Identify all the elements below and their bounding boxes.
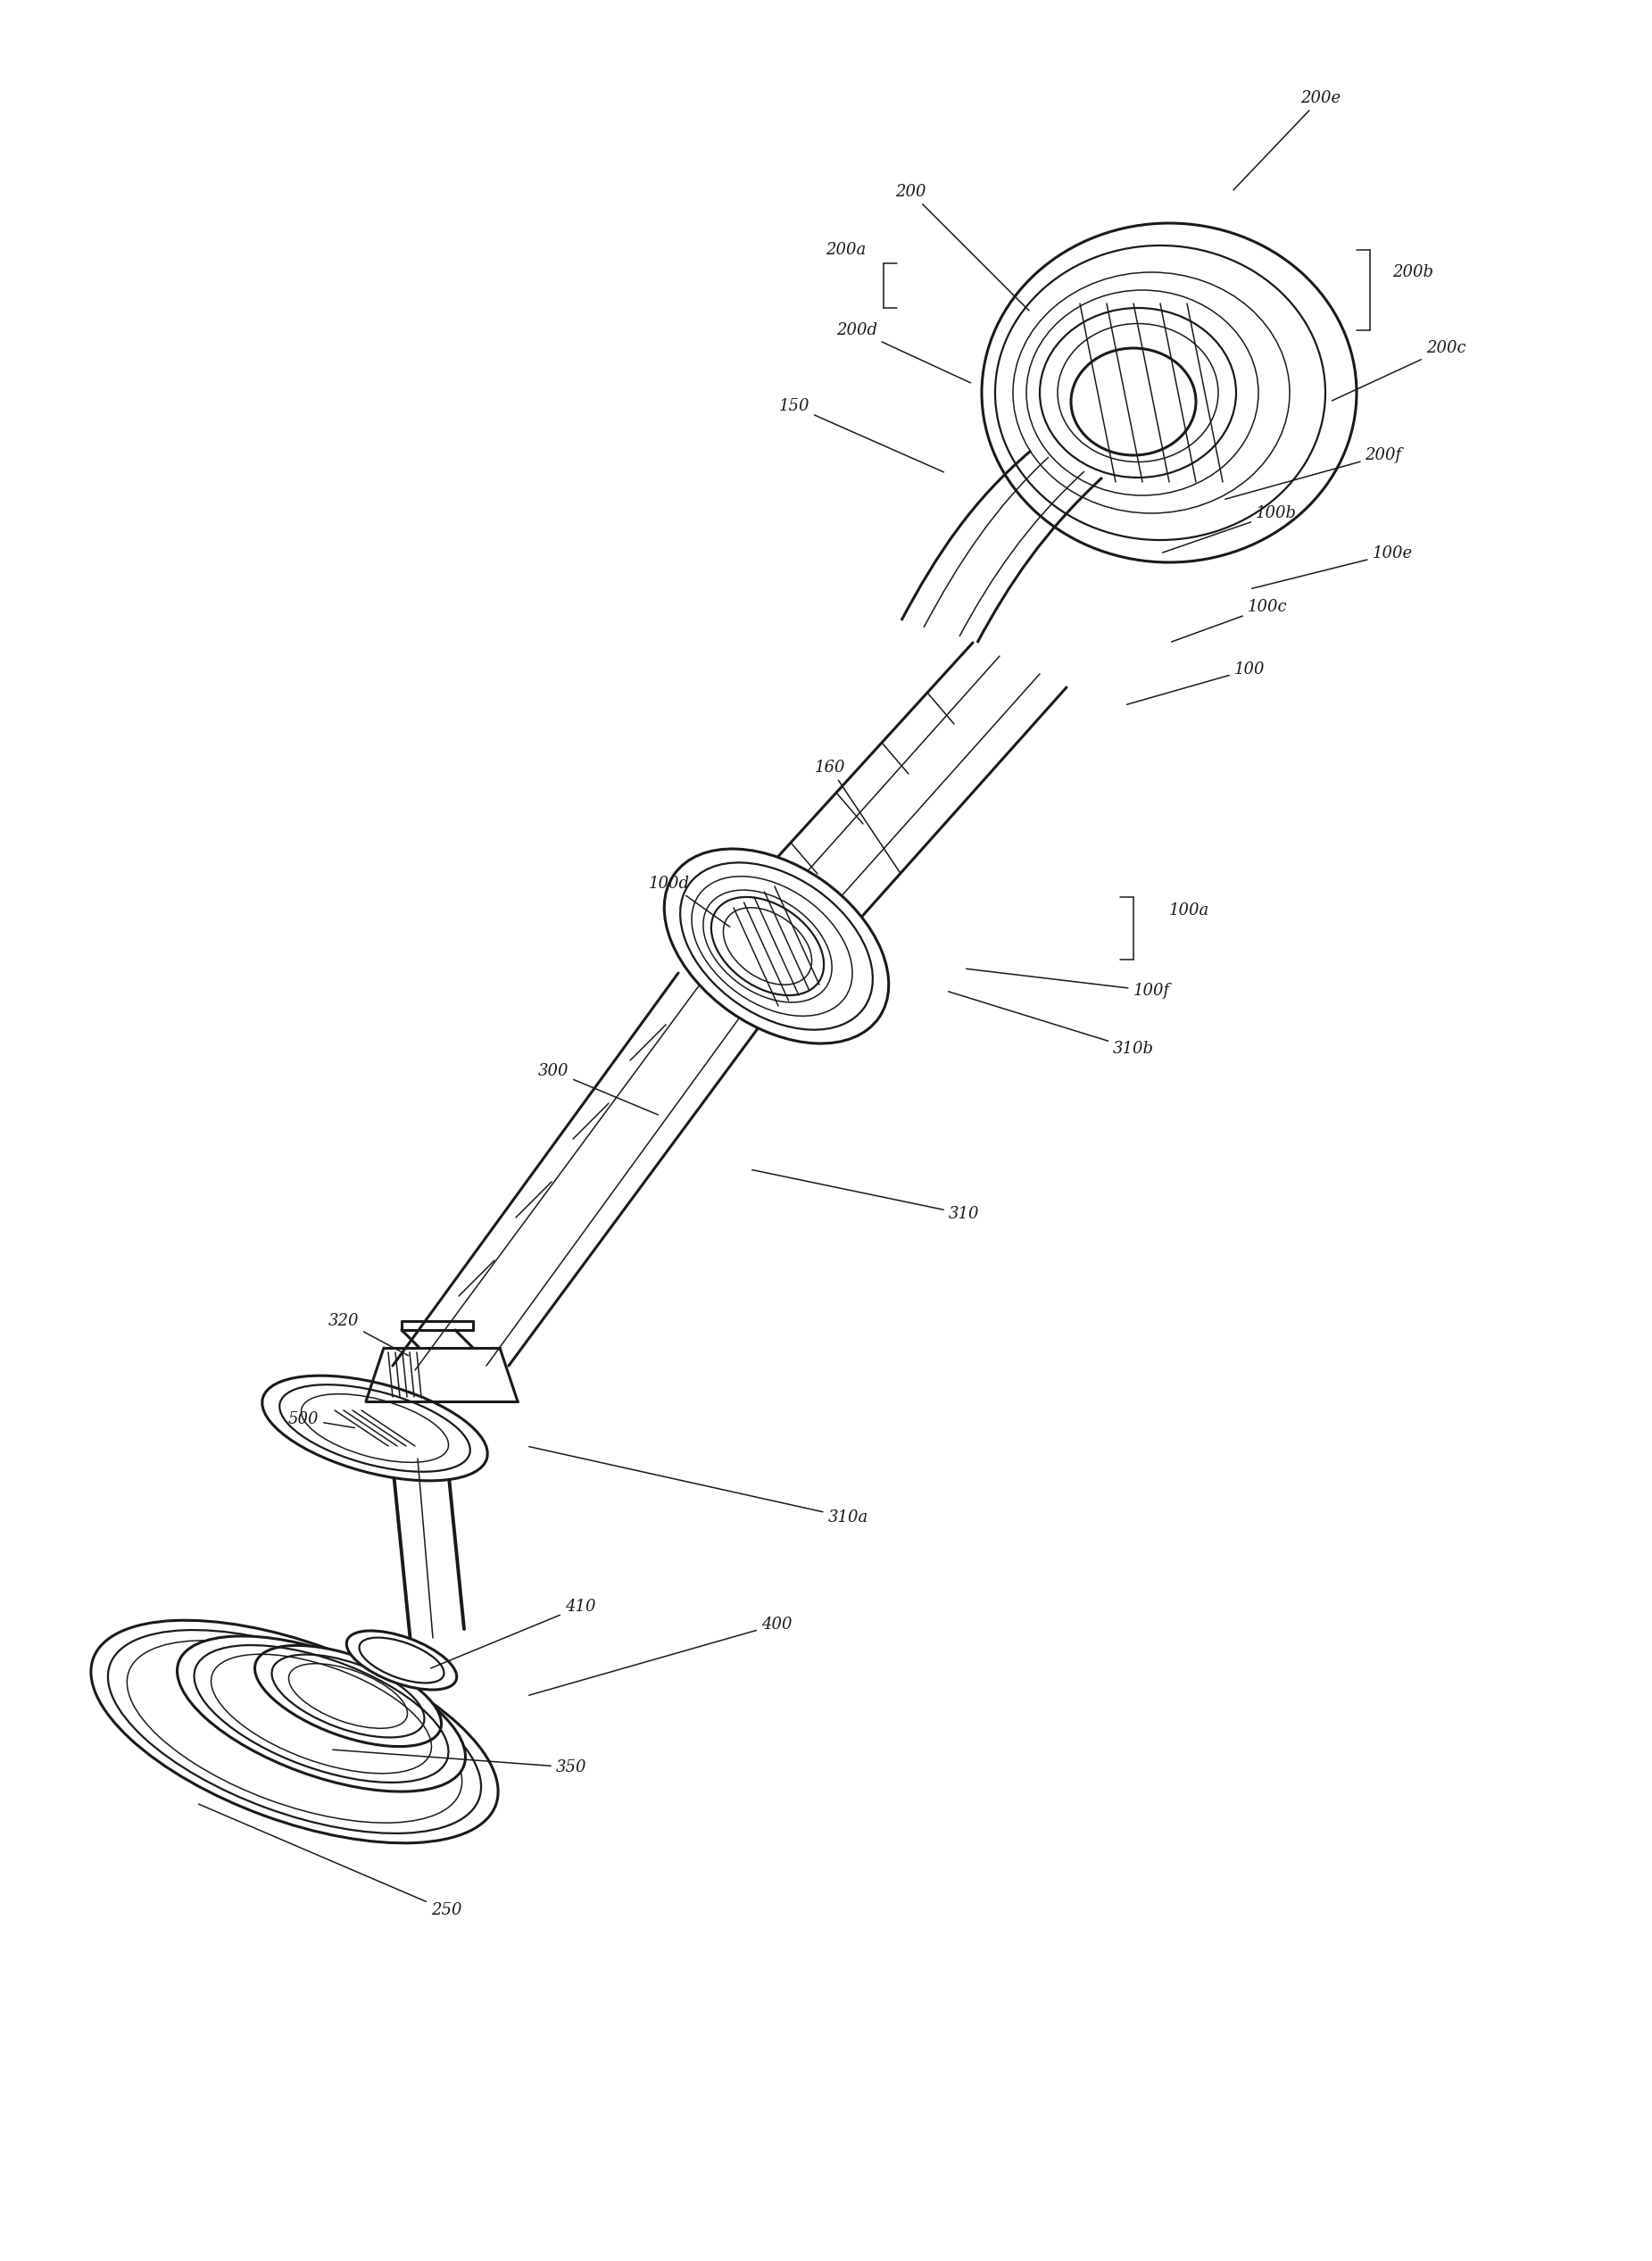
Ellipse shape bbox=[263, 1375, 487, 1481]
Ellipse shape bbox=[704, 891, 833, 1002]
Text: 200f: 200f bbox=[1226, 448, 1401, 500]
Ellipse shape bbox=[254, 1646, 441, 1745]
Text: 200b: 200b bbox=[1393, 265, 1434, 280]
Text: 160: 160 bbox=[814, 760, 900, 873]
Text: 100: 100 bbox=[1127, 662, 1265, 705]
Ellipse shape bbox=[91, 1621, 499, 1843]
Ellipse shape bbox=[177, 1637, 466, 1791]
Text: 100b: 100b bbox=[1163, 504, 1297, 552]
Text: 200a: 200a bbox=[826, 242, 866, 258]
Text: 310b: 310b bbox=[948, 993, 1155, 1056]
Text: 500: 500 bbox=[287, 1411, 355, 1427]
Text: 310: 310 bbox=[752, 1169, 980, 1221]
Text: 100f: 100f bbox=[966, 968, 1170, 999]
Text: 100e: 100e bbox=[1252, 545, 1412, 588]
Text: 100d: 100d bbox=[649, 875, 730, 927]
Ellipse shape bbox=[1026, 289, 1259, 495]
Text: 100c: 100c bbox=[1171, 599, 1287, 642]
Text: 150: 150 bbox=[780, 398, 943, 473]
Text: 320: 320 bbox=[329, 1314, 408, 1357]
Ellipse shape bbox=[981, 224, 1356, 563]
Text: 300: 300 bbox=[539, 1063, 657, 1115]
Ellipse shape bbox=[664, 848, 889, 1045]
Text: 200: 200 bbox=[895, 183, 1029, 310]
Text: 200d: 200d bbox=[836, 323, 971, 382]
Ellipse shape bbox=[347, 1630, 456, 1689]
Text: 350: 350 bbox=[332, 1750, 586, 1775]
Ellipse shape bbox=[1070, 348, 1196, 454]
Text: 200e: 200e bbox=[1234, 90, 1341, 190]
Text: 200c: 200c bbox=[1332, 339, 1465, 400]
Text: 250: 250 bbox=[198, 1804, 461, 1917]
Text: 410: 410 bbox=[431, 1599, 595, 1669]
Text: 310a: 310a bbox=[529, 1447, 867, 1526]
Text: 100a: 100a bbox=[1170, 902, 1209, 918]
Text: 400: 400 bbox=[529, 1617, 791, 1696]
